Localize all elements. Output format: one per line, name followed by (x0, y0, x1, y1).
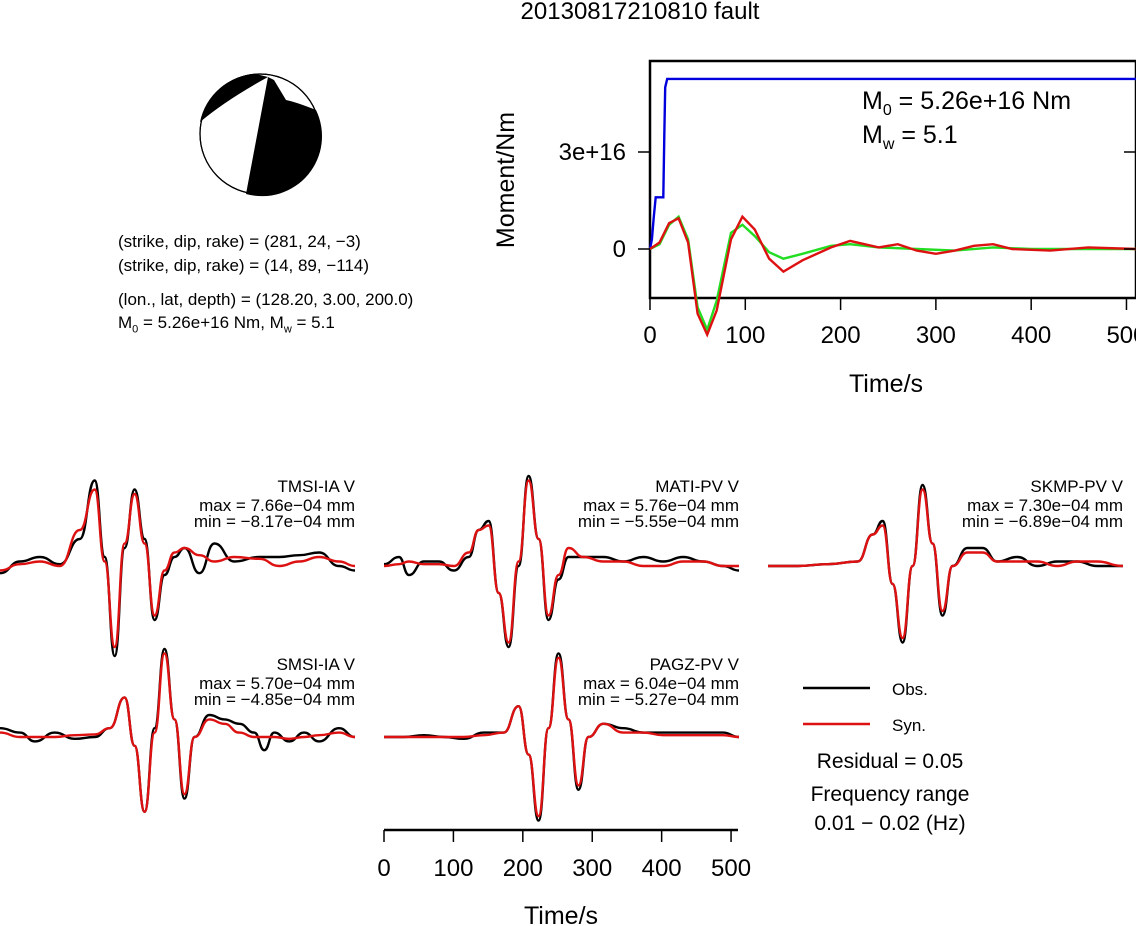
moment-rate-chart: 0 100 200 300 400 500 0 3e+16 Moment/Nm Time/s… (492, 59, 1136, 398)
figure-title: 20130817210810 fault (520, 0, 760, 25)
stf-xtick-label: 0 (643, 322, 656, 349)
wave-xtick-label: 300 (572, 855, 612, 882)
stf-mw-text: = 5.1 (894, 121, 957, 149)
wave-xtick-label: 400 (642, 855, 682, 882)
station-name: SMSI-IA V (277, 655, 356, 674)
beachball-icon (199, 73, 323, 197)
station-max: max = 7.30e−04 mm (967, 496, 1123, 515)
stf-series-2 (649, 214, 1136, 338)
stf-mw-label: Mw = 5.1 (862, 121, 958, 153)
station-name: TMSI-IA V (278, 477, 356, 496)
station-name: SKMP-PV V (1030, 477, 1123, 496)
stf-m0-label: M0 = 5.26e+16 Nm (862, 87, 1071, 119)
station-min: min = −5.27e−04 mm (578, 690, 739, 709)
station-max: max = 7.66e−04 mm (199, 496, 355, 515)
mechanism-location: (lon., lat, depth) = (128.20, 3.00, 200.… (118, 290, 414, 309)
stf-xtick-label: 200 (821, 322, 861, 349)
wave-xtick-label: 0 (377, 855, 390, 882)
stf-xlabel: Time/s (849, 370, 923, 398)
mechanism-moment: M0 = 5.26e+16 Nm, Mw = 5.1 (118, 313, 335, 339)
stf-series-0 (648, 77, 1136, 250)
station-max: max = 5.70e−04 mm (199, 674, 355, 693)
stf-xtick-label: 300 (916, 322, 956, 349)
mechanism-plane-1: (strike, dip, rake) = (281, 24, −3) (118, 232, 361, 251)
stf-ytick-label: 0 (613, 236, 626, 263)
stf-xtick-label: 100 (725, 322, 765, 349)
trace-syn (384, 656, 740, 818)
moment-prefix: M (118, 313, 133, 332)
station-max: max = 5.76e−04 mm (583, 496, 739, 515)
trace-syn (0, 652, 356, 814)
legend-syn-label: Syn. (892, 716, 926, 735)
station-max: max = 6.04e−04 mm (583, 674, 739, 693)
stf-frame (648, 59, 1136, 300)
station-name: MATI-PV V (655, 477, 739, 496)
stf-xtick-label: 400 (1011, 322, 1051, 349)
stf-ytick-label: 3e+16 (559, 139, 626, 166)
stf-m0-prefix: M (862, 87, 883, 115)
stf-series-1 (649, 214, 1136, 334)
station-min: min = −6.89e−04 mm (962, 512, 1123, 531)
wave-xtick-label: 200 (503, 855, 543, 882)
mechanism-plane-2: (strike, dip, rake) = (14, 89, −114) (118, 256, 370, 275)
stf-ylabel: Moment/Nm (492, 112, 520, 248)
freq-label: Frequency range (811, 783, 970, 806)
stf-mw-prefix: M (862, 121, 883, 149)
trace-obs (384, 652, 740, 822)
stf-m0-sub: 0 (883, 102, 892, 119)
moment-text: = 5.26e+16 Nm, M (138, 313, 284, 332)
station-min: min = −5.55e−04 mm (578, 512, 739, 531)
residual-label: Residual = 0.05 (817, 750, 964, 773)
wave-xtick-label: 500 (711, 855, 751, 882)
station-min: min = −8.17e−04 mm (194, 512, 355, 531)
trace-syn (383, 479, 739, 644)
trace-syn (0, 488, 356, 649)
wave-xtick-label: 100 (433, 855, 473, 882)
wave-xlabel: Time/s (524, 902, 598, 926)
stf-mw-sub: w (882, 136, 895, 153)
mw-sub: w (283, 323, 292, 336)
station-name: PAGZ-PV V (650, 655, 740, 674)
legend-obs-label: Obs. (892, 680, 928, 699)
mw-text: = 5.1 (291, 313, 335, 332)
trace-syn (768, 488, 1124, 640)
moment-sub: 0 (132, 323, 139, 336)
trace-obs (0, 479, 356, 658)
freq-value: 0.01 − 0.02 (Hz) (814, 812, 965, 835)
stf-xtick-label: 500 (1106, 322, 1136, 349)
stf-m0-text: = 5.26e+16 Nm (892, 87, 1071, 115)
station-min: min = −4.85e−04 mm (194, 690, 355, 709)
